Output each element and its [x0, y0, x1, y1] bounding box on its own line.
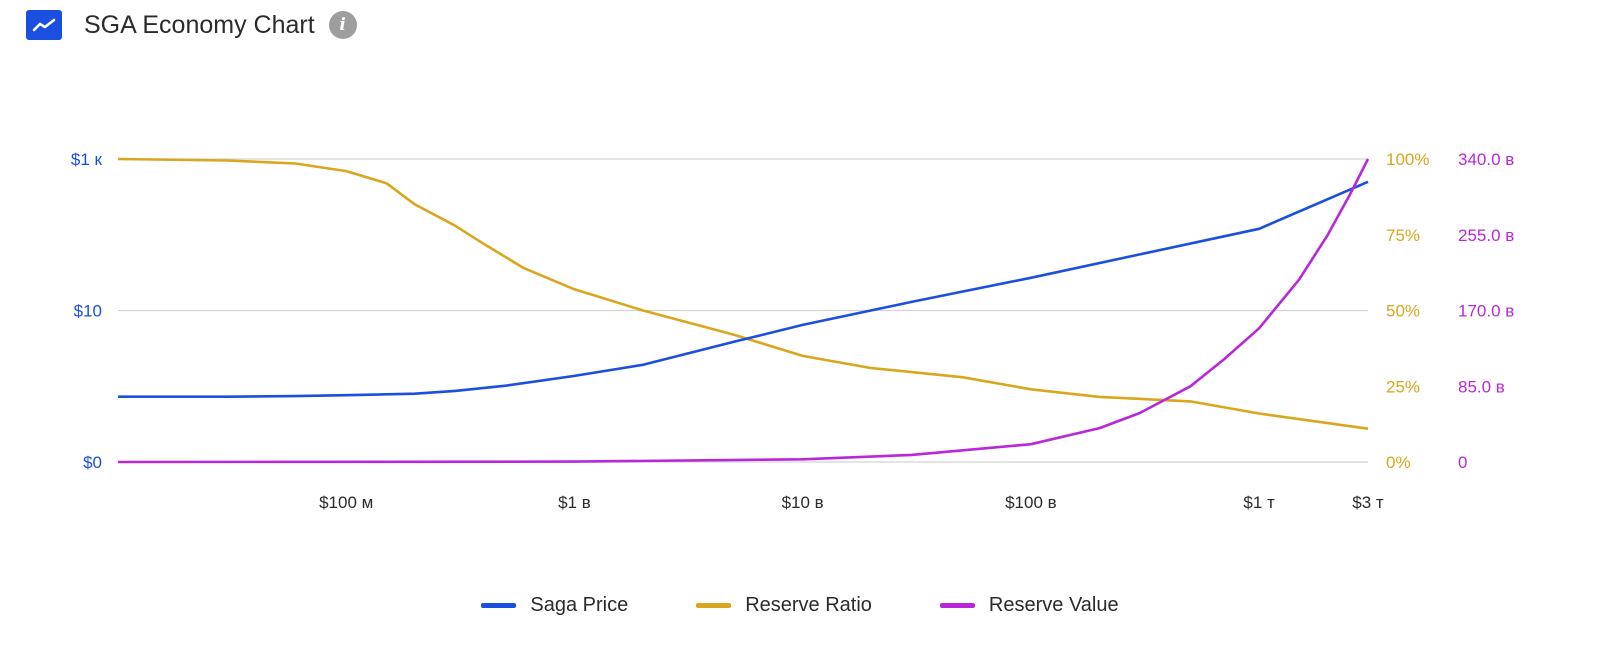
y-tick-label-ratio: 50% — [1386, 302, 1420, 321]
series-lines — [117, 157, 1370, 464]
x-tick-label: $100 м — [319, 493, 373, 512]
y-axis-ticks: $0 $10 $1 к 0% 25% 50% 75% 100% 0 85.0 в 170.0 в 25… — [71, 150, 1514, 472]
series-line-saga-price[interactable] — [118, 180, 1369, 399]
y-tick-label-price: $1 к — [71, 150, 103, 169]
chart-header: SGA Economy Chart i — [26, 8, 357, 42]
legend-label: Reserve Ratio — [745, 593, 872, 616]
x-axis-ticks: $100 м $1 в $10 в $100 в $1 т $3 т — [319, 493, 1384, 512]
series-line-reserve-ratio[interactable] — [117, 157, 1369, 430]
x-tick-label: $1 в — [558, 493, 591, 512]
legend-label: Saga Price — [530, 593, 629, 616]
line-chart-icon — [26, 10, 62, 40]
y-tick-label-value: 0 — [1458, 453, 1467, 472]
series-line-reserve-value[interactable] — [117, 158, 1370, 464]
x-tick-label: $10 в — [782, 493, 824, 512]
x-tick-label: $1 т — [1243, 493, 1275, 512]
chart-legend: Saga Price Reserve Ratio Reserve Value — [0, 588, 1600, 622]
y-tick-label-ratio: 25% — [1386, 377, 1420, 396]
y-tick-label-value: 170.0 в — [1458, 302, 1514, 321]
x-tick-label: $3 т — [1352, 493, 1384, 512]
y-tick-label-ratio: 75% — [1386, 226, 1420, 245]
legend-item-reserve-value[interactable]: Reserve Value — [939, 593, 1119, 617]
y-tick-label-ratio: 0% — [1386, 453, 1411, 472]
y-tick-label-price: $10 — [74, 302, 102, 321]
gridlines — [118, 158, 1368, 463]
page-title: SGA Economy Chart — [84, 10, 315, 39]
x-tick-label: $100 в — [1005, 493, 1057, 512]
legend-label: Reserve Value — [988, 593, 1119, 616]
y-tick-label-value: 340.0 в — [1458, 150, 1514, 169]
legend-item-saga-price[interactable]: Saga Price — [481, 594, 628, 617]
y-tick-label-value: 85.0 в — [1458, 377, 1505, 396]
legend-swatch — [939, 602, 975, 608]
y-tick-label-value: 255.0 в — [1458, 226, 1514, 245]
y-tick-label-ratio: 100% — [1386, 150, 1429, 169]
legend-swatch — [481, 602, 517, 608]
legend-swatch — [696, 602, 732, 608]
y-tick-label-price: $0 — [83, 453, 102, 472]
legend-item-reserve-ratio[interactable]: Reserve Ratio — [696, 594, 872, 617]
info-icon[interactable]: i — [328, 11, 357, 39]
